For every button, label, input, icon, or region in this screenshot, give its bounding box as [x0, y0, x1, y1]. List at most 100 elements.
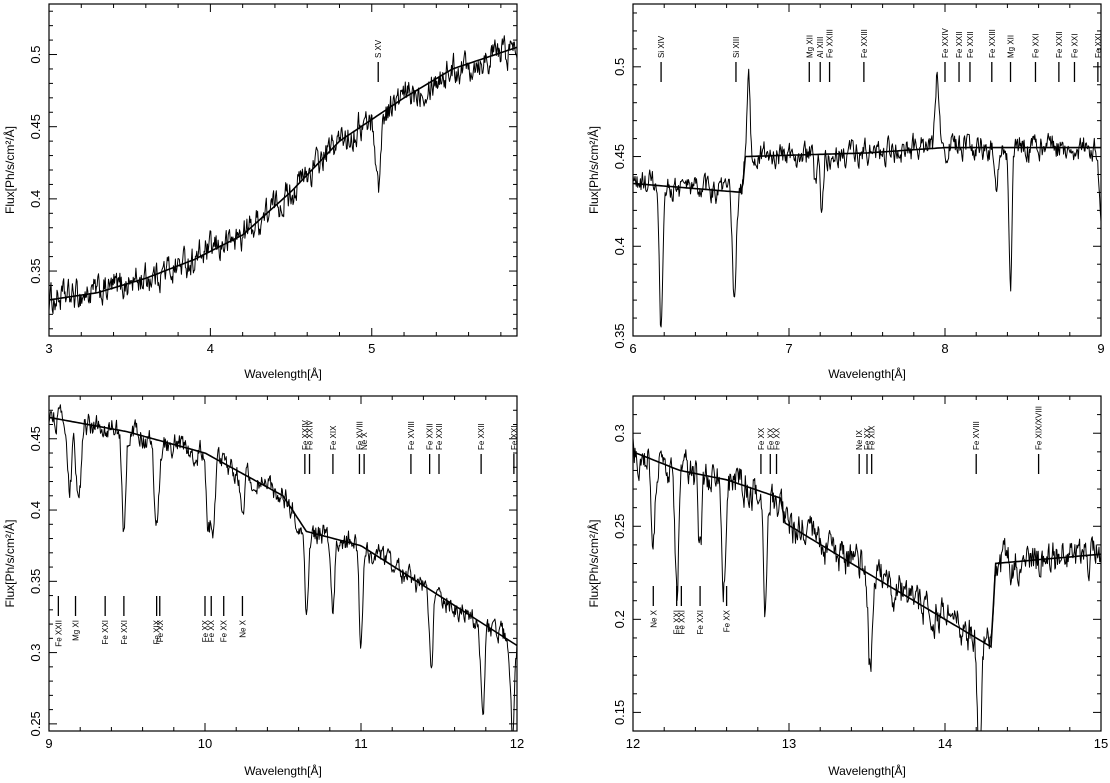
x-tick-label: 13 [782, 736, 796, 751]
y-tick-label: 0.35 [28, 258, 43, 283]
line-id-label: Fe XXI [677, 610, 686, 634]
line-id-label: Fe XXIII [826, 29, 835, 58]
model-line [49, 46, 517, 301]
y-tick-label: 0.5 [28, 45, 43, 63]
line-id-label: Fe XXII [435, 423, 444, 450]
line-id-label: Fe XX [201, 619, 210, 642]
line-id-label: Fe XX [220, 619, 229, 642]
line-id-label: Fe XVIII [972, 421, 981, 450]
spectrum-panel-3: 9 10 11 12 0.25 0.3 0.35 0.4 0.45 Wavelength[Å] Fl… [2, 395, 524, 778]
x-tick-label: 6 [629, 341, 636, 356]
y-tick-label: 0.45 [28, 426, 43, 451]
x-axis-label: Wavelength[Å] [244, 763, 322, 778]
x-axis-label: Wavelength[Å] [828, 366, 906, 381]
line-id-label: Fe XXII [54, 620, 63, 647]
y-tick-label: 0.25 [28, 711, 43, 736]
x-tick-label: 11 [354, 736, 368, 751]
line-id-label: Mg XI [72, 620, 81, 641]
line-id-label: Fe XX [863, 427, 872, 450]
line-id-label: Fe XXIII [860, 29, 869, 58]
line-id-label: Fe XXI [510, 426, 519, 450]
x-tick-label: 9 [45, 736, 52, 751]
line-id-label: Fe XX [757, 427, 766, 450]
line-id-label: Fe XIX [329, 425, 338, 450]
line-id-label: Fe XX [207, 619, 216, 642]
x-tick-label: 8 [941, 341, 948, 356]
x-tick-label: 3 [45, 341, 52, 356]
y-tick-label: 0.35 [612, 323, 627, 348]
spectrum-line [49, 404, 517, 731]
line-id-label: Ne IX [855, 429, 864, 450]
line-id-label: Fe XXII [477, 423, 486, 450]
model-line [633, 146, 1101, 194]
plot-frame [48, 395, 518, 732]
line-id-label: Fe XIX [153, 619, 162, 644]
x-tick-label: 9 [1097, 341, 1104, 356]
line-id-label: Ne X [649, 609, 658, 627]
line-id-label: Fe XXIII [988, 29, 997, 58]
line-id-label: Fe XXII [966, 31, 975, 58]
x-tick-label: 14 [938, 736, 952, 751]
line-id-label: Fe XXI [1031, 34, 1040, 58]
line-id-label: S XV [374, 39, 383, 58]
y-tick-label: 0.45 [612, 144, 627, 169]
line-id-label: Fe XXI [101, 620, 110, 644]
x-tick-label: 12 [510, 736, 524, 751]
line-id-label: Fe XXII [426, 423, 435, 450]
x-axis-label: Wavelength[Å] [244, 366, 322, 381]
line-id-label: Fe XX [723, 609, 732, 632]
line-id-label: Fe XIX [868, 425, 877, 450]
x-tick-label: 10 [198, 736, 212, 751]
spectrum-panel-4: 12 13 14 15 0.15 0.2 0.25 0.3 Wavelength[Å] Flux[… [586, 395, 1108, 778]
line-id-label: Fe XX [156, 619, 165, 642]
line-id-label: Fe XX [773, 427, 782, 450]
line-id-label: Fe XXII [1055, 31, 1064, 58]
plot-frame [632, 3, 1102, 337]
x-tick-label: 5 [368, 341, 375, 356]
x-tick-label: 7 [785, 341, 792, 356]
spectrum-line [633, 68, 1101, 328]
line-id-label: Ne X [238, 619, 247, 637]
x-tick-label: 4 [207, 341, 214, 356]
y-axis-label: Flux[Ph/s/cm²/Å] [586, 519, 601, 607]
y-tick-label: 0.4 [28, 190, 43, 208]
line-id-label: Fe XXIV [306, 420, 315, 450]
line-id-label: Al XIII [816, 37, 825, 58]
x-tick-label: 15 [1094, 736, 1108, 751]
line-id-label: Mg XII [1007, 35, 1016, 58]
line-id-label: Fe XXI [1070, 34, 1079, 58]
line-id-label: Fe XXIV [941, 28, 950, 58]
y-tick-label: 0.3 [28, 644, 43, 662]
model-line [633, 451, 1101, 649]
line-id-label: Fe XVIII [407, 421, 416, 450]
model-line [49, 416, 517, 647]
line-id-label: Ne X [360, 432, 369, 450]
y-tick-label: 0.45 [28, 114, 43, 139]
y-tick-label: 0.2 [612, 610, 627, 628]
spectrum-panel-2: 6 7 8 9 0.35 0.4 0.45 0.5 Wavelength[Å] Flux[Ph/s… [586, 3, 1105, 381]
y-tick-label: 0.4 [612, 237, 627, 255]
y-axis-label: Flux[Ph/s/cm²/Å] [2, 126, 17, 214]
x-tick-label: 12 [626, 736, 640, 751]
line-id-label: Si XIII [732, 37, 741, 58]
spectrum-panel-1: 3 4 5 0.35 0.4 0.45 0.5 Wavelength[Å] Flux[Ph/s/… [2, 3, 518, 381]
line-id-label: Fe XXI [1094, 34, 1103, 58]
y-tick-label: 0.3 [612, 424, 627, 442]
x-axis-label: Wavelength[Å] [828, 763, 906, 778]
line-id-label: Fe XXI [696, 610, 705, 634]
line-id-label: Fe XVIII [355, 421, 364, 450]
y-tick-label: 0.4 [28, 501, 43, 519]
spectrum-line [49, 35, 517, 315]
line-id-label: Fe XX [766, 427, 775, 450]
line-id-label: Fe XXI [120, 620, 129, 644]
y-axis-label: Flux[Ph/s/cm²/Å] [2, 519, 17, 607]
line-id-label: Fe XXIV [301, 420, 310, 450]
y-tick-label: 0.35 [28, 569, 43, 594]
y-axis-label: Flux[Ph/s/cm²/Å] [586, 126, 601, 214]
line-id-label: Mg XII [805, 35, 814, 58]
line-id-label: Si XIV [657, 35, 666, 58]
line-id-label: Fe XXI [673, 610, 682, 634]
spectrum-line [633, 437, 1101, 731]
line-id-label: Fe XXII [955, 31, 964, 58]
